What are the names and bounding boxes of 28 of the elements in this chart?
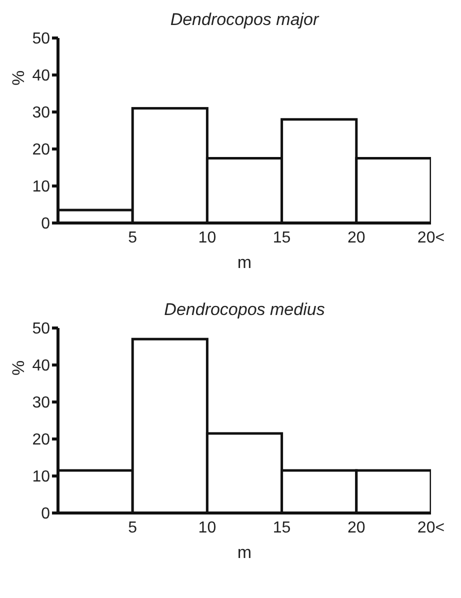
- x-tick-label: 20<: [417, 229, 445, 246]
- x-tick-label: 10: [198, 229, 216, 246]
- y-tick-label: 40: [32, 68, 50, 85]
- y-tick-label: 40: [32, 358, 50, 375]
- y-tick-label: 30: [32, 394, 50, 412]
- y-tick-label: 10: [32, 468, 50, 486]
- y-tick-label: 10: [32, 178, 50, 196]
- y-tick-label: 50: [32, 320, 50, 338]
- chart-title: Dendrocopos major: [169, 10, 320, 30]
- y-tick-label: 20: [32, 142, 50, 159]
- x-tick-label: 15: [272, 519, 291, 536]
- x-axis-title: m: [237, 253, 252, 272]
- x-tick-label: 5: [128, 519, 138, 536]
- y-axis-title: %: [9, 360, 28, 376]
- y-tick-label: 0: [41, 506, 50, 523]
- x-tick-label: 20: [348, 229, 366, 246]
- y-tick-label: 20: [32, 432, 50, 449]
- y-tick-label: 30: [32, 104, 50, 122]
- x-tick-label: 20: [348, 519, 366, 536]
- x-tick-label: 15: [272, 229, 291, 246]
- chart-title: Dendrocopos medius: [163, 300, 326, 320]
- y-axis-title: %: [9, 70, 28, 86]
- y-tick-label: 50: [32, 30, 50, 48]
- x-axis-title: m: [237, 543, 252, 562]
- x-tick-label: 20<: [417, 519, 445, 536]
- y-tick-label: 0: [41, 216, 50, 233]
- x-tick-label: 10: [198, 519, 216, 536]
- x-tick-label: 5: [128, 229, 138, 246]
